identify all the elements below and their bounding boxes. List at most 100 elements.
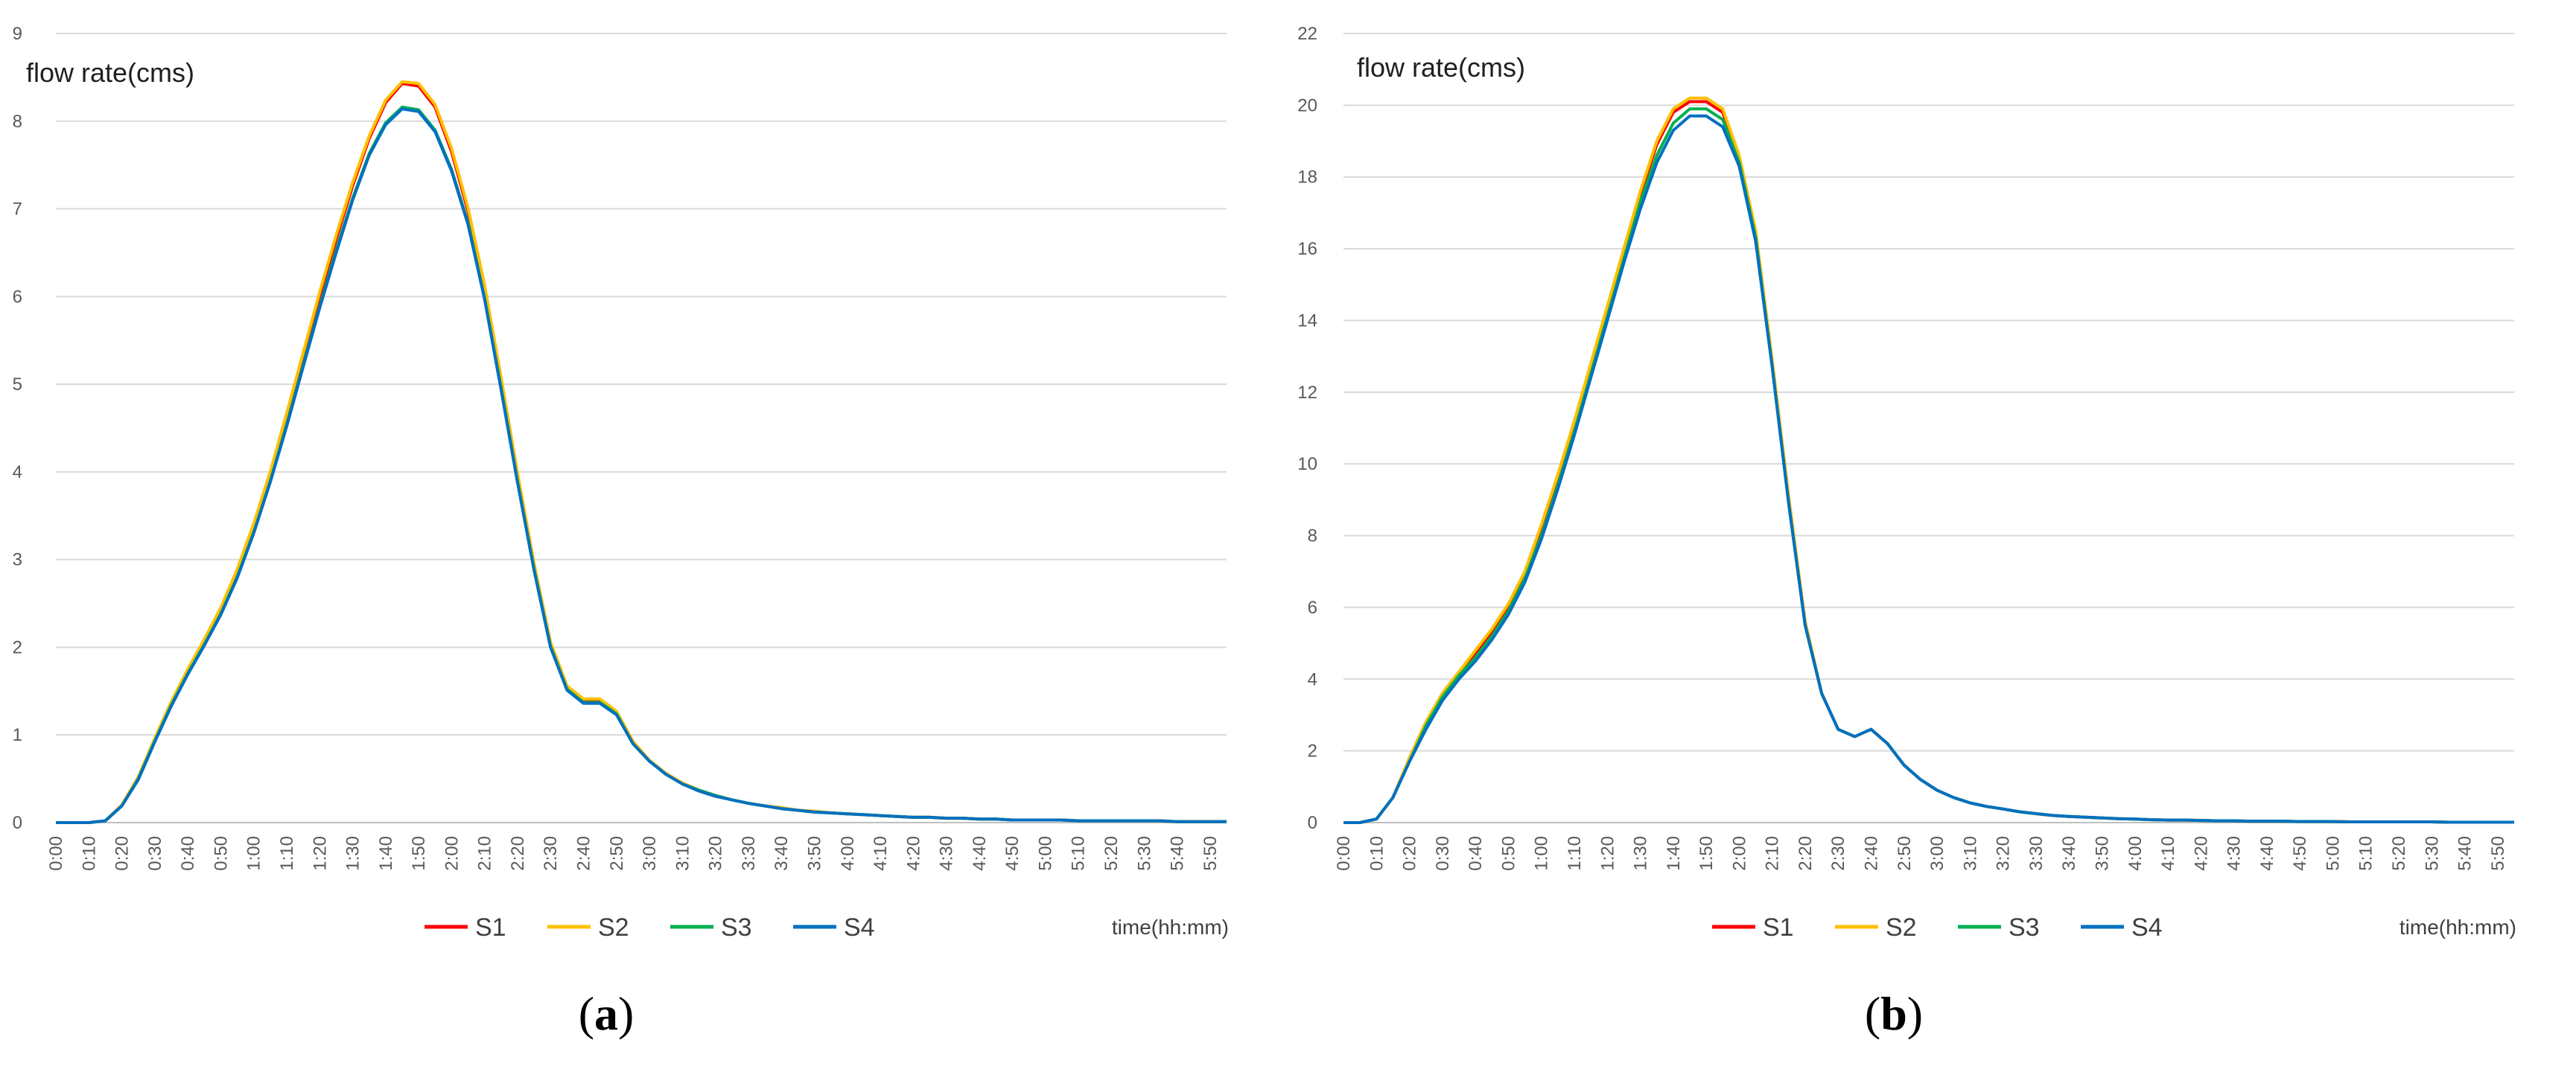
series-line-s2 [1343, 96, 2514, 824]
y-tick-label: 7 [13, 200, 22, 220]
x-tick-label: 2:20 [1796, 836, 1816, 871]
x-tick-label: 3:30 [739, 836, 759, 871]
x-tick-label: 0:20 [1400, 836, 1420, 871]
x-tick-label: 3:10 [672, 836, 693, 871]
x-tick-label: 1:50 [1696, 836, 1717, 871]
x-tick-label: 4:00 [838, 836, 858, 871]
x-tick-label: 2:10 [475, 836, 495, 871]
chart-panel-a: 0 1 2 3 4 5 6 7 8 9 flow rate(cms) 0:00 0:10 0:20 0:30… [13, 24, 1229, 1040]
series-line-s3 [1343, 107, 2514, 824]
x-tick-label: 1:30 [1631, 836, 1651, 871]
x-tick-label: 4:20 [2191, 836, 2211, 871]
legend-label-s3: S3 [2009, 913, 2040, 942]
x-tick-label: 0:10 [1367, 836, 1387, 871]
x-tick-label: 3:20 [1994, 836, 2014, 871]
series-line-s4 [1343, 114, 2514, 824]
y-tick-label: 4 [1308, 669, 1317, 689]
y-tick-label: 20 [1297, 95, 1317, 115]
chart-b: 0 2 4 6 8 10 12 14 16 18 20 22 flow rate(cms) 0:00 0:1… [1297, 24, 2516, 942]
legend-label-s4: S4 [2131, 913, 2163, 942]
x-tick-label: 1:20 [1597, 836, 1618, 871]
x-tick-label: 2:50 [1895, 836, 1915, 871]
x-tick-label: 0:00 [1334, 836, 1354, 871]
legend-label-s4: S4 [844, 913, 875, 942]
series-line-s1 [1343, 100, 2514, 824]
series-line-s3 [56, 105, 1227, 824]
x-tick-label: 2:30 [1828, 836, 1848, 871]
x-tick-label: 3:20 [706, 836, 726, 871]
x-tick-label: 0:10 [79, 836, 99, 871]
x-tick-label: 4:10 [2158, 836, 2178, 871]
x-tick-label: 1:00 [244, 836, 264, 871]
x-tick-label: 5:10 [2356, 836, 2376, 871]
x-tick-label: 3:50 [2092, 836, 2112, 871]
x-tick-label: 5:50 [1200, 836, 1221, 871]
series-line-s4 [56, 107, 1227, 824]
x-tick-label: 3:10 [1960, 836, 1980, 871]
x-tick-label: 4:50 [1002, 836, 1023, 871]
legend-label-s3: S3 [721, 913, 752, 942]
caption-b: (b) [1864, 987, 1924, 1040]
x-tick-label: 2:30 [541, 836, 561, 871]
x-tick-label: 3:40 [772, 836, 792, 871]
x-tick-label: 2:00 [1729, 836, 1749, 871]
x-tick-label: 1:10 [1565, 836, 1585, 871]
x-tick-label: 5:00 [1035, 836, 1055, 871]
x-tick-label: 0:30 [1433, 836, 1453, 871]
x-tick-label: 1:40 [1664, 836, 1684, 871]
y-tick-label: 22 [1297, 24, 1317, 44]
legend-label-s2: S2 [1886, 913, 1917, 942]
y-tick-label: 12 [1297, 383, 1317, 403]
x-tick-label: 5:30 [2422, 836, 2442, 871]
x-tick-label: 5:20 [1101, 836, 1122, 871]
x-tick-label: 1:10 [277, 836, 297, 871]
series-line-s2 [56, 80, 1227, 824]
series-line-s1 [56, 82, 1227, 824]
x-tick-label: 2:40 [574, 836, 594, 871]
x-tick-label: 3:00 [1927, 836, 1947, 871]
y-tick-label: 2 [13, 637, 22, 657]
x-tick-label: 4:30 [937, 836, 957, 871]
caption-a: (a) [578, 987, 635, 1040]
y-tick-label: 18 [1297, 167, 1317, 188]
y-tick-label: 0 [1308, 813, 1317, 833]
y-tick-label: 8 [13, 112, 22, 132]
x-tick-label: 0:50 [1498, 836, 1518, 871]
legend-label-s1: S1 [1763, 913, 1794, 942]
x-tick-label: 3:00 [640, 836, 660, 871]
legend-label-s2: S2 [598, 913, 629, 942]
x-tick-label: 4:40 [970, 836, 990, 871]
x-tick-label: 5:50 [2488, 836, 2508, 871]
x-tick-label: 0:00 [46, 836, 66, 871]
y-tick-label: 14 [1297, 310, 1317, 331]
y-tick-label: 3 [13, 550, 22, 570]
x-axis-label: time(hh:mm) [2400, 916, 2516, 939]
x-tick-label: 4:30 [2224, 836, 2245, 871]
y-axis-label: flow rate(cms) [1357, 52, 1525, 83]
y-axis-label: flow rate(cms) [26, 57, 194, 88]
x-axis-label: time(hh:mm) [1112, 916, 1229, 939]
y-tick-label: 6 [13, 287, 22, 307]
x-tick-label: 5:30 [1134, 836, 1154, 871]
y-tick-label: 4 [13, 462, 22, 482]
x-tick-label: 2:20 [508, 836, 528, 871]
x-tick-label: 2:10 [1763, 836, 1783, 871]
y-tick-label: 1 [13, 725, 22, 745]
x-tick-label: 3:30 [2026, 836, 2047, 871]
x-tick-label: 4:20 [903, 836, 923, 871]
y-tick-label: 0 [13, 813, 22, 833]
y-tick-label: 8 [1308, 526, 1317, 546]
x-tick-label: 5:20 [2389, 836, 2409, 871]
y-tick-label: 10 [1297, 454, 1317, 474]
chart-panel-b: 0 2 4 6 8 10 12 14 16 18 20 22 flow rate(cms) 0:00 0:1… [1288, 0, 2575, 1069]
y-tick-label: 2 [1308, 741, 1317, 762]
x-tick-label: 5:40 [1168, 836, 1188, 871]
x-tick-label: 0:50 [211, 836, 231, 871]
x-tick-label: 1:30 [343, 836, 363, 871]
x-tick-label: 5:40 [2455, 836, 2475, 871]
y-tick-label: 6 [1308, 598, 1317, 618]
x-tick-label: 1:20 [310, 836, 330, 871]
x-tick-label: 4:10 [871, 836, 891, 871]
x-tick-label: 4:40 [2257, 836, 2277, 871]
